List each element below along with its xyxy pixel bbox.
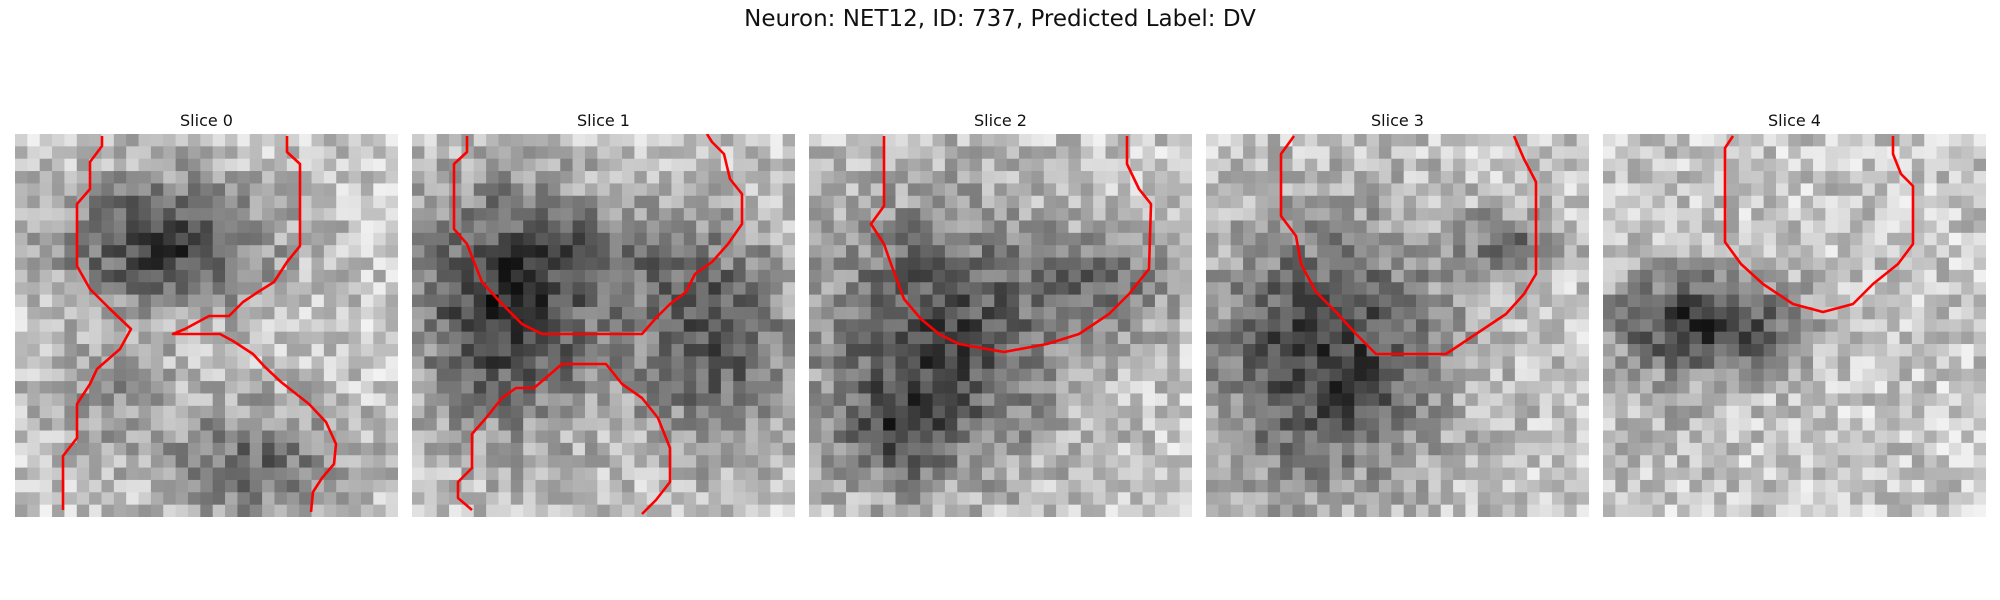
slice-title: Slice 0 bbox=[180, 111, 233, 130]
slice-panel-1: Slice 1 bbox=[412, 108, 795, 517]
slice-title: Slice 1 bbox=[577, 111, 630, 130]
slice-panel-3: Slice 3 bbox=[1206, 108, 1589, 517]
slice-image bbox=[1206, 134, 1589, 517]
contour-line bbox=[171, 136, 338, 513]
slice-title: Slice 4 bbox=[1768, 111, 1821, 130]
slice-image bbox=[412, 134, 795, 517]
slice-title: Slice 3 bbox=[1371, 111, 1424, 130]
contour-line bbox=[1279, 135, 1538, 356]
contour-line bbox=[452, 134, 744, 336]
slice-panel-4: Slice 4 bbox=[1603, 108, 1986, 517]
slice-panel-2: Slice 2 bbox=[809, 108, 1192, 517]
contour-line bbox=[61, 136, 133, 510]
slice-image bbox=[1603, 134, 1986, 517]
slice-title: Slice 2 bbox=[974, 111, 1027, 130]
figure-title: Neuron: NET12, ID: 737, Predicted Label:… bbox=[744, 6, 1256, 32]
contour-line bbox=[869, 136, 1153, 354]
slice-image bbox=[15, 134, 398, 517]
contour-line bbox=[456, 362, 672, 515]
slice-image bbox=[809, 134, 1192, 517]
contour-line bbox=[1723, 135, 1915, 314]
slice-panel-0: Slice 0 bbox=[15, 108, 398, 517]
